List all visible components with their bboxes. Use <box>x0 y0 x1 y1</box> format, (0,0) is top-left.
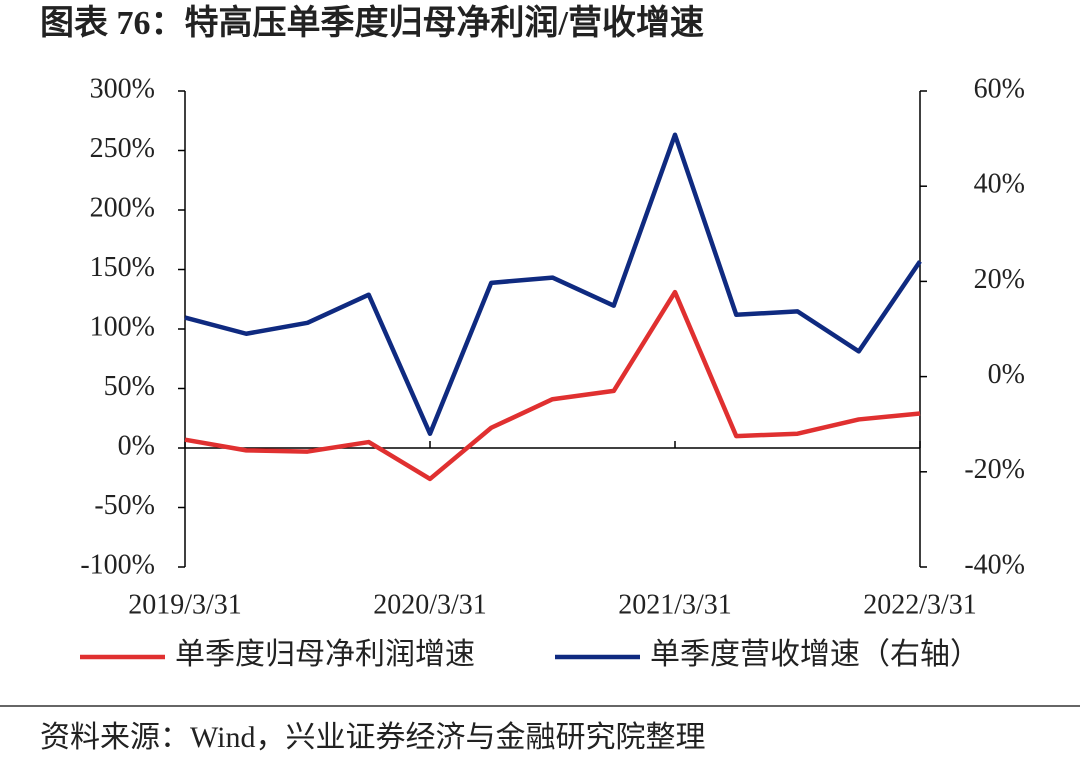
y2-tick-label: 20% <box>974 264 1025 295</box>
y-tick-label: 250% <box>90 133 155 164</box>
y2-tick-label: 60% <box>974 73 1025 104</box>
y-tick-label: 150% <box>90 252 155 283</box>
y2-tick-label: 0% <box>988 359 1025 390</box>
chart-title: 图表 76：特高压单季度归母净利润/营收增速 <box>40 4 704 42</box>
y2-tick-label: 40% <box>974 169 1025 200</box>
x-tick-label: 2021/3/31 <box>618 589 732 620</box>
legend-label: 单季度归母净利润增速 <box>175 638 475 671</box>
y-tick-label: 0% <box>118 430 155 461</box>
series-line <box>184 289 921 482</box>
series-line <box>184 132 922 436</box>
y2-tick-label: -40% <box>964 549 1025 580</box>
y-tick-label: 50% <box>104 371 155 402</box>
y2-tick-label: -20% <box>964 454 1025 485</box>
y-tick-label: 200% <box>90 192 155 223</box>
y-tick-label: 300% <box>90 73 155 104</box>
source-note: 资料来源：Wind，兴业证券经济与金融研究院整理 <box>40 721 705 754</box>
y-tick-label: -100% <box>80 549 155 580</box>
y-tick-label: -50% <box>94 490 155 521</box>
y-tick-label: 100% <box>90 311 155 342</box>
x-tick-label: 2019/3/31 <box>128 589 242 620</box>
x-tick-label: 2020/3/31 <box>373 589 487 620</box>
legend-label: 单季度营收增速（右轴） <box>650 638 980 671</box>
x-tick-label: 2022/3/31 <box>863 589 977 620</box>
